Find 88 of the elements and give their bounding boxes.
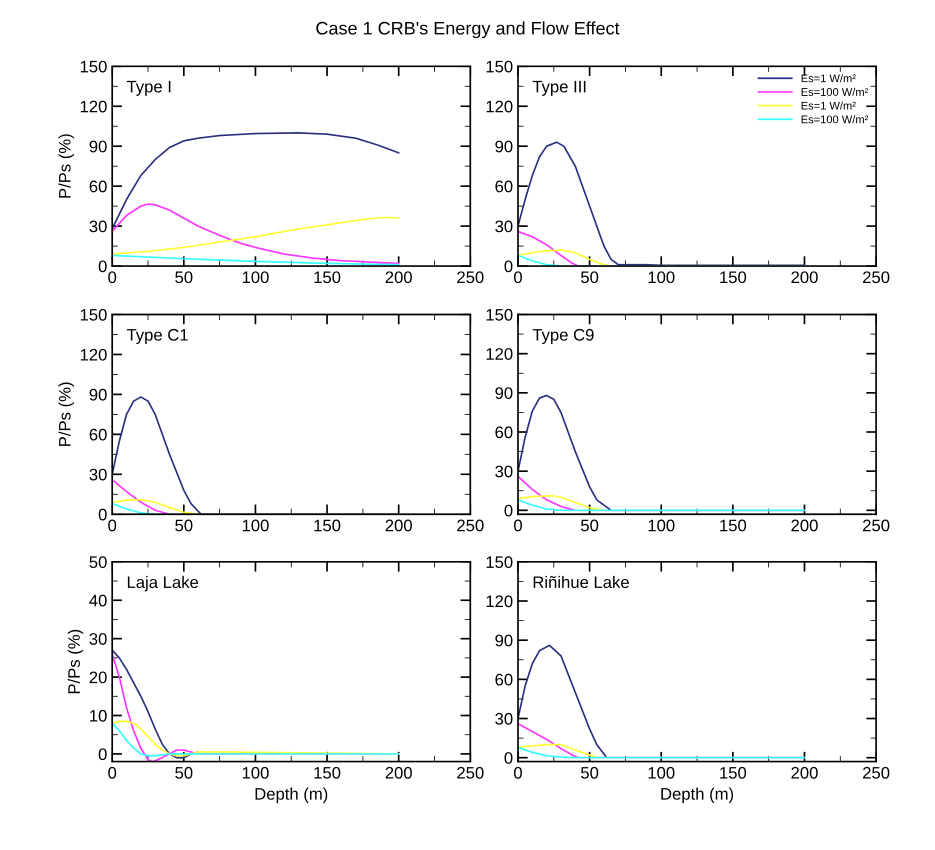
y-tick-label: 90	[495, 140, 512, 152]
y-axis-title: P/Ps (%)	[58, 382, 74, 446]
x-tick-label: 50	[581, 766, 598, 779]
y-tick-label: 120	[486, 595, 512, 608]
y-tick-label: 30	[495, 466, 512, 478]
y-tick-label: 150	[80, 60, 107, 73]
y-tick-label: 90	[90, 140, 107, 152]
y-tick-label: 0	[98, 748, 107, 760]
text: Es=1 W/m²	[802, 74, 856, 82]
x-tick-label: 100	[648, 766, 674, 779]
text: Type III	[532, 80, 586, 96]
y-tick-label: 40	[89, 594, 107, 606]
legend-label: Es=100 W/m²	[802, 115, 868, 124]
x-tick-label: 250	[457, 271, 484, 284]
x-tick-label: 250	[863, 271, 890, 284]
y-tick-label: 10	[90, 710, 107, 722]
x-tick-label: 0	[514, 520, 522, 532]
legend-label: Es=100 W/m²	[802, 88, 868, 96]
y-tick-label: 30	[89, 468, 107, 481]
y-tick-label: 120	[80, 100, 107, 112]
x-tick-label: 250	[863, 520, 890, 532]
x-tick-label: 200	[386, 271, 412, 284]
text: Laja Lake	[128, 576, 198, 592]
y-tick-label: 60	[495, 180, 512, 192]
y-tick-label: 150	[486, 308, 512, 321]
text: Type C9	[532, 328, 594, 344]
x-tick-label: 250	[863, 766, 890, 779]
x-tick-label: 200	[791, 520, 818, 532]
x-tick-label: 100	[648, 271, 674, 284]
y-axis-title: P/Ps (%)	[58, 134, 74, 198]
y-tick-label: 0	[504, 504, 512, 517]
y-tick-label: 150	[486, 60, 512, 73]
text: Riñihue Lake	[534, 576, 629, 588]
x-tick-label: 200	[791, 271, 818, 284]
x-axis-title: Depth (m)	[661, 788, 734, 804]
y-tick-label: 60	[90, 180, 107, 192]
y-tick-label: 0	[504, 752, 512, 764]
y-tick-label: 90	[495, 387, 512, 400]
x-tick-label: 150	[720, 766, 746, 779]
x-tick-label: 100	[242, 520, 269, 532]
x-tick-label: 150	[314, 766, 340, 779]
x-tick-label: 200	[386, 520, 412, 532]
y-tick-label: 30	[89, 633, 107, 645]
y-tick-label: 90	[495, 634, 512, 646]
y-tick-label: 60	[90, 428, 107, 441]
x-tick-label: 0	[108, 271, 116, 284]
text: Type C1	[126, 328, 188, 344]
x-axis-title: Depth (m)	[256, 788, 328, 804]
x-tick-label: 150	[720, 271, 746, 284]
x-tick-label: 50	[175, 271, 192, 284]
x-tick-label: 50	[175, 520, 192, 532]
x-tick-label: 50	[175, 766, 192, 779]
x-tick-label: 150	[314, 271, 340, 284]
text: Case 1 CRB's Energy and Flow Effect	[316, 21, 620, 38]
y-tick-label: 20	[90, 671, 107, 684]
y-tick-label: 30	[89, 220, 107, 232]
x-tick-label: 250	[457, 766, 484, 779]
x-tick-label: 200	[791, 766, 818, 779]
y-tick-label: 120	[80, 348, 107, 361]
x-tick-label: 0	[514, 271, 522, 284]
y-tick-label: 50	[89, 556, 107, 568]
y-tick-label: 0	[504, 260, 512, 272]
x-tick-label: 150	[314, 520, 340, 532]
x-tick-label: 50	[581, 520, 598, 532]
x-tick-label: 100	[648, 520, 674, 532]
x-tick-label: 150	[720, 520, 746, 532]
x-tick-label: 200	[386, 766, 412, 779]
x-tick-label: 250	[457, 520, 484, 532]
y-tick-label: 120	[486, 100, 512, 112]
x-tick-label: 0	[108, 520, 116, 532]
x-tick-label: 50	[581, 271, 598, 284]
y-tick-label: 60	[495, 426, 512, 438]
x-tick-label: 100	[242, 271, 269, 284]
y-tick-label: 120	[486, 348, 512, 360]
y-tick-label: 0	[98, 508, 107, 520]
x-tick-label: 0	[514, 766, 522, 779]
y-tick-label: 90	[90, 388, 107, 401]
x-tick-label: 0	[108, 766, 116, 779]
y-axis-title: P/Ps (%)	[68, 630, 84, 694]
y-tick-label: 30	[495, 712, 512, 725]
y-tick-label: 150	[486, 556, 512, 568]
y-tick-label: 0	[98, 260, 107, 272]
y-tick-label: 60	[495, 674, 512, 686]
legend-label: Es=1 W/m²	[802, 101, 856, 110]
y-tick-label: 150	[80, 308, 107, 321]
x-tick-label: 100	[242, 766, 269, 779]
text: Type I	[126, 80, 170, 96]
y-tick-label: 30	[495, 220, 512, 232]
